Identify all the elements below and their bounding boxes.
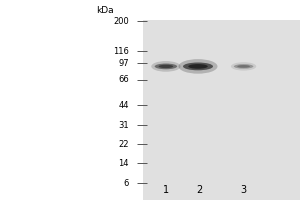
Bar — [142, 20, 300, 200]
Ellipse shape — [231, 62, 256, 71]
Text: 3: 3 — [240, 185, 246, 195]
Text: 31: 31 — [118, 120, 129, 130]
Text: kDa: kDa — [96, 6, 114, 15]
Ellipse shape — [159, 65, 173, 68]
Text: 6: 6 — [124, 178, 129, 188]
Text: 1: 1 — [164, 185, 169, 195]
Text: 22: 22 — [118, 140, 129, 149]
Ellipse shape — [155, 64, 177, 69]
Text: 66: 66 — [118, 75, 129, 84]
Text: 97: 97 — [118, 58, 129, 68]
Text: 14: 14 — [118, 158, 129, 168]
Text: 44: 44 — [118, 100, 129, 110]
Ellipse shape — [178, 59, 218, 74]
Ellipse shape — [234, 64, 254, 69]
Text: 2: 2 — [196, 185, 202, 195]
Text: 116: 116 — [113, 46, 129, 55]
Ellipse shape — [183, 62, 213, 70]
Ellipse shape — [151, 61, 181, 72]
Ellipse shape — [188, 64, 208, 69]
Text: 200: 200 — [113, 17, 129, 25]
Ellipse shape — [237, 65, 250, 68]
